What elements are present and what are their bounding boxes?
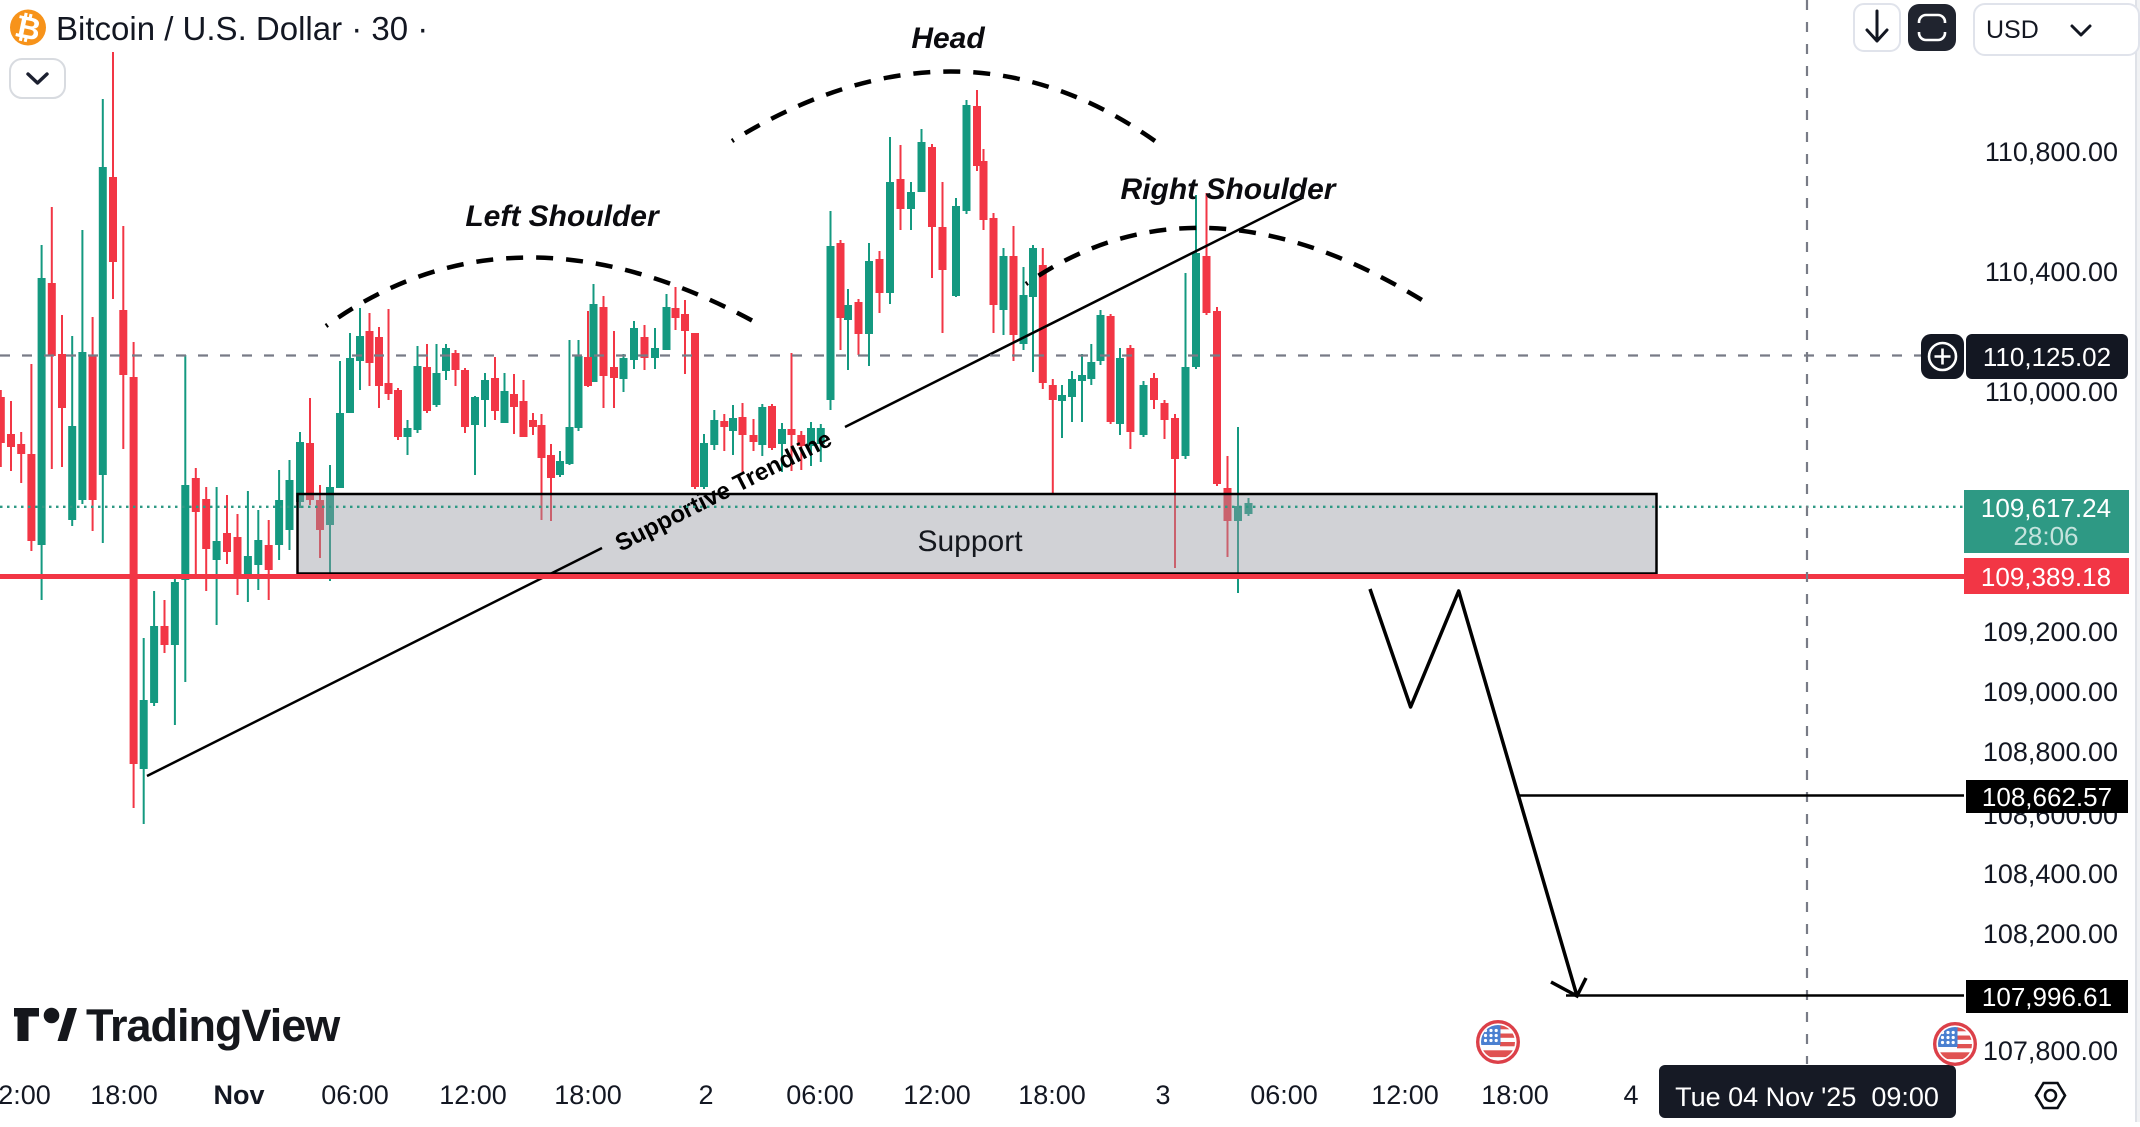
- svg-text:TradingView: TradingView: [86, 1000, 341, 1051]
- svg-text:110,125.02: 110,125.02: [1983, 342, 2111, 372]
- svg-text:3: 3: [1155, 1080, 1170, 1110]
- svg-text:Tue 04 Nov '25 09:00: Tue 04 Nov '25 09:00: [1675, 1082, 1939, 1112]
- svg-text:Support: Support: [917, 525, 1023, 558]
- svg-text:18:00: 18:00: [90, 1080, 158, 1110]
- svg-text:108,800.00: 108,800.00: [1983, 737, 2118, 767]
- svg-text:109,389.18: 109,389.18: [1981, 562, 2111, 592]
- svg-text:107,996.61: 107,996.61: [1982, 982, 2112, 1012]
- svg-text:Head: Head: [911, 22, 985, 55]
- svg-text:06:00: 06:00: [786, 1080, 854, 1110]
- svg-text:18:00: 18:00: [1018, 1080, 1086, 1110]
- svg-text:4: 4: [1623, 1080, 1638, 1110]
- svg-text:18:00: 18:00: [1481, 1080, 1549, 1110]
- svg-text:108,200.00: 108,200.00: [1983, 919, 2118, 949]
- svg-text:12:00: 12:00: [439, 1080, 507, 1110]
- svg-text:12:00: 12:00: [0, 1080, 51, 1110]
- svg-text:109,617.24: 109,617.24: [1981, 493, 2111, 523]
- svg-text:12:00: 12:00: [1371, 1080, 1439, 1110]
- svg-text:109,000.00: 109,000.00: [1983, 677, 2118, 707]
- svg-text:110,400.00: 110,400.00: [1985, 257, 2118, 287]
- svg-text:2: 2: [698, 1080, 713, 1110]
- svg-text:06:00: 06:00: [1250, 1080, 1318, 1110]
- svg-text:Right Shoulder: Right Shoulder: [1121, 173, 1338, 206]
- svg-text:110,000.00: 110,000.00: [1985, 377, 2118, 407]
- svg-text:USD: USD: [1986, 16, 2039, 44]
- svg-text:Bitcoin / U.S. Dollar · 30 ·: Bitcoin / U.S. Dollar · 30 ·: [56, 10, 428, 47]
- svg-text:Left Shoulder: Left Shoulder: [465, 200, 661, 233]
- svg-text:28:06: 28:06: [2013, 521, 2078, 551]
- svg-text:06:00: 06:00: [321, 1080, 389, 1110]
- svg-text:12:00: 12:00: [903, 1080, 971, 1110]
- svg-text:108,662.57: 108,662.57: [1982, 782, 2112, 812]
- svg-text:18:00: 18:00: [554, 1080, 622, 1110]
- svg-text:109,200.00: 109,200.00: [1983, 617, 2118, 647]
- svg-text:Nov: Nov: [213, 1080, 264, 1110]
- svg-text:108,400.00: 108,400.00: [1983, 859, 2118, 889]
- svg-text:110,800.00: 110,800.00: [1985, 137, 2118, 167]
- svg-text:107,800.00: 107,800.00: [1983, 1036, 2118, 1066]
